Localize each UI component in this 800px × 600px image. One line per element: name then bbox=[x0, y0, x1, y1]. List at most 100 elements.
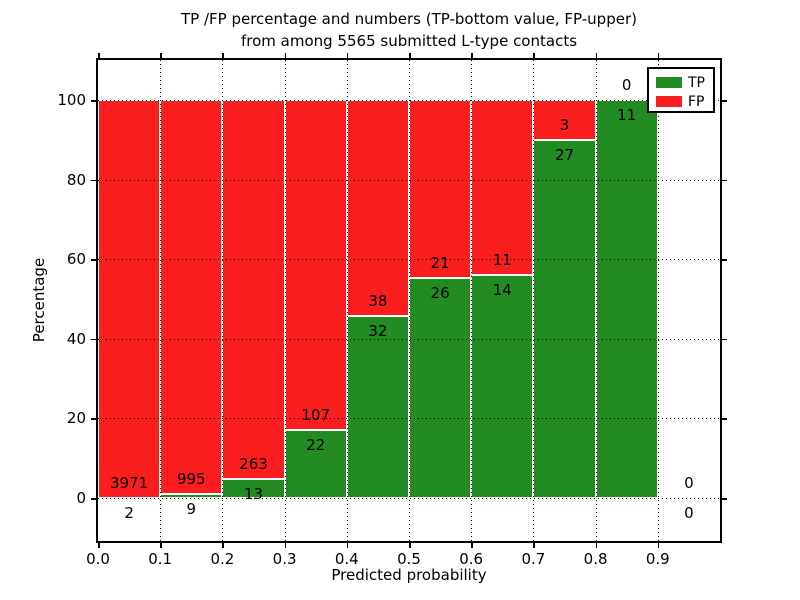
tp-count-label: 22 bbox=[306, 436, 326, 455]
legend-item-fp: FP bbox=[649, 92, 713, 111]
y-tick bbox=[91, 498, 96, 500]
tp-count-label: 13 bbox=[243, 485, 264, 504]
tp-count-label: 0 bbox=[684, 504, 694, 522]
x-tick-label: 0.4 bbox=[334, 550, 359, 568]
tp-bar-segment bbox=[595, 100, 658, 498]
x-tick-label: 0.1 bbox=[148, 550, 173, 568]
x-tick bbox=[533, 543, 535, 548]
tp-bar-segment bbox=[471, 275, 534, 498]
fp-bar-segment bbox=[346, 100, 409, 317]
fp-bar-segment bbox=[409, 100, 472, 278]
tp-count-label: 11 bbox=[617, 106, 637, 124]
fp-count-label: 3 bbox=[559, 115, 570, 134]
x-tick bbox=[471, 543, 473, 548]
x-tick-top bbox=[657, 53, 660, 58]
tp-bar-segment bbox=[533, 139, 596, 498]
x-tick-top bbox=[346, 53, 349, 58]
x-gridline bbox=[222, 60, 224, 541]
x-tick-top bbox=[98, 53, 100, 58]
y-tick-right bbox=[722, 418, 727, 420]
x-tick bbox=[160, 543, 162, 548]
tp-count-label: 9 bbox=[186, 500, 197, 519]
y-tick bbox=[91, 338, 96, 341]
fp-count-label: 11 bbox=[492, 251, 512, 270]
legend-item-tp: TP bbox=[649, 73, 713, 92]
chart-title: TP /FP percentage and numbers (TP-bottom… bbox=[98, 8, 720, 52]
y-tick bbox=[91, 100, 96, 102]
x-gridline bbox=[657, 60, 659, 541]
fp-bar-segment bbox=[284, 100, 347, 431]
y-tick bbox=[91, 418, 96, 420]
y-tick-right bbox=[722, 498, 727, 500]
chart-title-line1: TP /FP percentage and numbers (TP-bottom… bbox=[181, 10, 637, 28]
x-tick-label: 0.3 bbox=[272, 550, 297, 568]
y-tick-right bbox=[722, 179, 727, 182]
fp-bar-segment bbox=[160, 100, 223, 495]
x-tick bbox=[595, 543, 598, 548]
x-tick-top bbox=[284, 53, 287, 58]
fp-count-label: 263 bbox=[239, 455, 268, 474]
tp-legend-label: TP bbox=[688, 74, 705, 91]
tp-count-label: 32 bbox=[368, 322, 388, 341]
x-gridline bbox=[595, 60, 597, 541]
fp-count-label: 0 bbox=[684, 474, 694, 492]
x-tick-label: 0.5 bbox=[397, 550, 421, 568]
fp-count-label: 21 bbox=[430, 253, 450, 272]
x-gridline bbox=[284, 60, 286, 541]
x-tick-top bbox=[409, 53, 411, 58]
x-axis-label: Predicted probability bbox=[331, 566, 487, 584]
x-tick bbox=[346, 543, 349, 548]
y-tick-right bbox=[722, 100, 727, 102]
x-tick-label: 0.2 bbox=[210, 550, 235, 568]
chart-title-line2: from among 5565 submitted L-type contact… bbox=[240, 32, 578, 50]
fp-legend-label: FP bbox=[688, 93, 705, 110]
x-gridline bbox=[471, 60, 473, 541]
tp-bar-segment bbox=[409, 277, 472, 498]
x-tick bbox=[98, 543, 100, 548]
x-gridline bbox=[409, 60, 410, 541]
x-tick-label: 0.6 bbox=[459, 550, 484, 568]
fp-count-label: 995 bbox=[176, 470, 206, 489]
x-gridline bbox=[160, 60, 162, 541]
x-tick-top bbox=[533, 53, 535, 58]
fp-count-label: 107 bbox=[301, 406, 330, 425]
tp-count-label: 2 bbox=[124, 503, 134, 522]
y-tick-right bbox=[722, 259, 727, 261]
y-tick bbox=[91, 259, 96, 261]
x-tick-label: 0.9 bbox=[645, 550, 670, 568]
tp-count-label: 26 bbox=[430, 283, 450, 302]
x-tick-top bbox=[222, 53, 224, 58]
x-tick-top bbox=[471, 53, 473, 58]
y-tick bbox=[91, 179, 96, 182]
y-tick-right bbox=[722, 338, 727, 341]
x-tick-label: 0.7 bbox=[521, 550, 546, 568]
x-gridline bbox=[346, 60, 348, 541]
legend: TP FP bbox=[647, 67, 715, 113]
x-tick-label: 0.8 bbox=[583, 550, 608, 568]
tp-bar-segment bbox=[346, 316, 409, 498]
y-tick-label: 0 bbox=[76, 489, 86, 507]
x-gridline bbox=[533, 60, 535, 541]
x-tick bbox=[657, 543, 660, 548]
y-tick-label: 100 bbox=[57, 91, 86, 109]
x-tick bbox=[409, 543, 411, 548]
tp-legend-swatch bbox=[656, 77, 682, 88]
fp-count-label: 0 bbox=[621, 76, 632, 94]
y-tick-label: 20 bbox=[66, 409, 86, 428]
y-tick-label: 80 bbox=[66, 170, 86, 189]
y-tick-label: 60 bbox=[66, 250, 86, 269]
tp-count-label: 27 bbox=[554, 145, 575, 164]
fp-bar-segment bbox=[98, 100, 161, 498]
x-tick bbox=[222, 543, 224, 548]
tp-count-label: 14 bbox=[492, 281, 512, 300]
x-tick-top bbox=[160, 53, 162, 58]
fp-count-label: 38 bbox=[368, 292, 388, 311]
x-tick-top bbox=[595, 53, 598, 58]
plot-area: TP FP 3971 2 995 9 263 13 107 22 38 32 21 26 11 14 3 27… bbox=[57, 53, 727, 568]
x-tick-label: 0.0 bbox=[86, 550, 110, 568]
fp-legend-swatch bbox=[656, 96, 682, 107]
fp-count-label: 3971 bbox=[110, 473, 149, 492]
x-tick bbox=[284, 543, 287, 548]
y-tick-label: 40 bbox=[66, 329, 86, 348]
